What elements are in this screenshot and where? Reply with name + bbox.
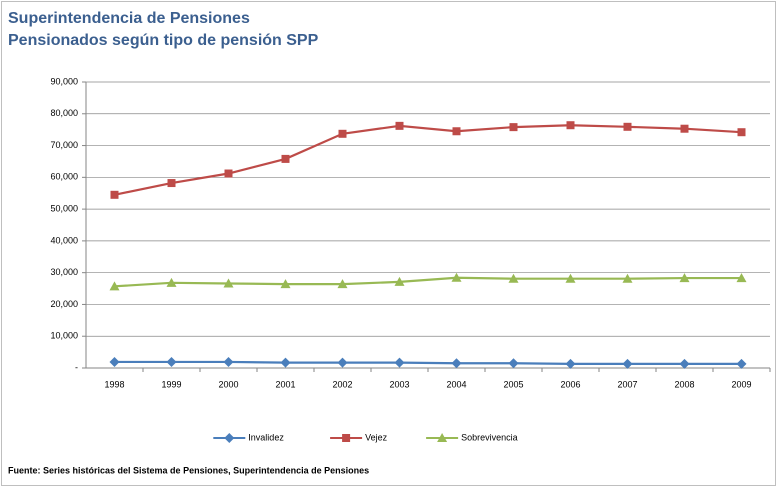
series-line	[114, 124, 742, 196]
marker	[451, 358, 462, 369]
y-tick-label: -	[75, 362, 78, 372]
marker	[437, 433, 448, 442]
marker	[565, 273, 576, 283]
y-tick-label: 50,000	[50, 203, 78, 213]
y-tick-label: 40,000	[50, 235, 78, 245]
marker	[623, 122, 632, 131]
marker	[737, 128, 746, 137]
marker	[167, 179, 176, 188]
marker	[280, 279, 291, 289]
marker	[281, 154, 290, 163]
marker	[224, 433, 235, 443]
legend-label: Invalidez	[248, 432, 284, 442]
y-tick-label: 10,000	[50, 331, 78, 341]
marker	[342, 434, 351, 442]
marker	[679, 273, 690, 283]
x-tick-label: 2005	[503, 379, 523, 389]
marker	[508, 273, 519, 283]
marker	[394, 276, 405, 286]
chart-subtitle: Pensionados según tipo de pensión SPP	[8, 32, 319, 49]
x-tick-label: 2009	[731, 379, 751, 389]
y-tick-label: 20,000	[50, 299, 78, 309]
marker	[109, 356, 120, 367]
marker	[508, 358, 519, 369]
series-line	[114, 360, 742, 365]
marker	[622, 273, 633, 283]
x-tick-label: 2000	[218, 379, 238, 389]
marker	[166, 356, 177, 367]
x-tick-label: 2007	[617, 379, 637, 389]
marker	[452, 127, 461, 136]
marker	[565, 358, 576, 369]
legend-label: Vejez	[365, 432, 388, 442]
x-tick-label: 2008	[674, 379, 694, 389]
marker	[337, 279, 348, 289]
y-tick-label: 70,000	[50, 140, 78, 150]
marker	[680, 124, 689, 133]
y-tick-label: 60,000	[50, 172, 78, 182]
legend-label: Sobrevivencia	[461, 432, 518, 442]
x-tick-label: 1999	[161, 379, 181, 389]
marker	[280, 357, 291, 368]
marker	[679, 358, 690, 369]
marker	[223, 278, 234, 288]
series-line	[114, 276, 742, 288]
marker	[451, 272, 462, 282]
marker	[110, 190, 119, 199]
marker	[509, 123, 518, 132]
marker	[622, 358, 633, 369]
marker	[566, 121, 575, 130]
x-tick-label: 2004	[446, 379, 466, 389]
x-tick-label: 2003	[389, 379, 409, 389]
y-tick-label: 80,000	[50, 108, 78, 118]
marker	[166, 277, 177, 287]
x-tick-label: 1998	[104, 379, 124, 389]
x-tick-label: 2006	[560, 379, 580, 389]
x-tick-label: 2001	[275, 379, 295, 389]
marker	[394, 357, 405, 368]
marker	[338, 129, 347, 138]
chart-title: Superintendencia de Pensiones	[8, 10, 250, 27]
y-tick-label: 30,000	[50, 267, 78, 277]
source-note: Fuente: Series históricas del Sistema de…	[8, 465, 369, 475]
y-tick-label: 90,000	[50, 76, 78, 86]
marker	[395, 121, 404, 130]
marker	[736, 358, 747, 369]
marker	[736, 273, 747, 283]
marker	[223, 356, 234, 367]
marker	[337, 357, 348, 368]
marker	[224, 169, 233, 178]
marker	[109, 281, 120, 291]
x-tick-label: 2002	[332, 379, 352, 389]
